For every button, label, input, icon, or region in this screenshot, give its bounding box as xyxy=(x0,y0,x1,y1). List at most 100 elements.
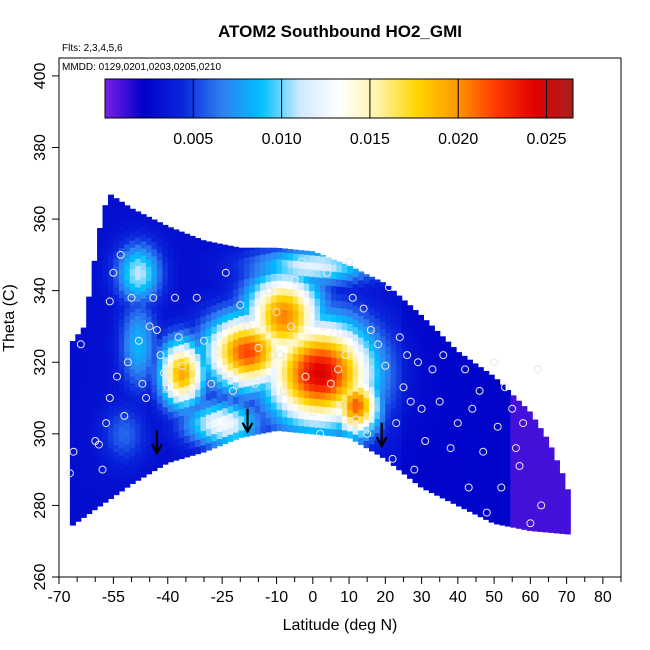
heatmap-cell xyxy=(287,395,294,404)
colorbar-segment xyxy=(505,79,510,118)
heatmap-cell xyxy=(325,399,332,408)
heatmap-cell xyxy=(341,415,348,424)
heatmap-cell xyxy=(107,290,114,299)
heatmap-cell xyxy=(124,351,131,359)
heatmap-cell xyxy=(118,476,125,485)
heatmap-cell xyxy=(113,258,120,267)
heatmap-cell xyxy=(347,323,354,332)
heatmap-cell xyxy=(113,430,120,438)
heatmap-cell xyxy=(347,287,354,296)
observation-point xyxy=(461,365,470,374)
heatmap-cell xyxy=(222,357,229,366)
heatmap-cell xyxy=(216,402,223,411)
heatmap-cell xyxy=(254,276,261,285)
heatmap-cell xyxy=(265,331,272,340)
heatmap-cell xyxy=(140,255,147,263)
heatmap-cell xyxy=(184,306,191,315)
observation-point xyxy=(511,444,520,453)
heatmap-cell xyxy=(325,356,332,365)
heatmap-cell xyxy=(434,351,441,360)
heatmap-cell xyxy=(156,295,163,304)
heatmap-cell xyxy=(129,275,136,284)
heatmap-cell xyxy=(151,377,158,386)
heatmap-cell xyxy=(309,362,316,370)
heatmap-cell xyxy=(124,365,131,374)
heatmap-cell xyxy=(423,425,430,434)
colorbar-segment xyxy=(479,79,483,118)
heatmap-cell xyxy=(254,369,261,378)
heatmap-cell xyxy=(298,268,305,276)
heatmap-cell xyxy=(314,369,321,378)
heatmap-cell xyxy=(184,292,191,300)
heatmap-cell xyxy=(113,208,120,216)
heatmap-cell xyxy=(526,458,533,467)
heatmap-cell xyxy=(358,422,365,431)
heatmap-cell xyxy=(102,473,109,482)
heatmap-cell xyxy=(303,354,310,363)
heatmap-cell xyxy=(243,400,250,409)
heatmap-cell xyxy=(216,331,223,339)
heatmap-cell xyxy=(456,369,463,378)
heatmap-cell xyxy=(292,310,299,319)
observation-point xyxy=(359,304,368,313)
heatmap-cell xyxy=(178,379,185,388)
heatmap-cell xyxy=(543,488,550,497)
heatmap-cell xyxy=(113,408,120,417)
heatmap-cell xyxy=(358,401,365,410)
colorbar-segment xyxy=(286,79,290,118)
heatmap-cell xyxy=(434,480,441,489)
heatmap-cell xyxy=(325,327,332,336)
heatmap-cell xyxy=(466,482,473,491)
heatmap-cell xyxy=(97,240,104,249)
colorbar-segment xyxy=(385,79,390,118)
observation-point xyxy=(428,365,437,374)
heatmap-cell xyxy=(292,346,299,354)
heatmap-cell xyxy=(233,288,240,297)
observation-point xyxy=(515,462,524,470)
heatmap-cell xyxy=(80,359,87,368)
heatmap-cell xyxy=(178,236,185,245)
heatmap-cell xyxy=(254,391,261,399)
heatmap-cell xyxy=(428,456,435,465)
colorbar-segment xyxy=(233,79,238,118)
heatmap-cell xyxy=(303,268,310,277)
heatmap-cell xyxy=(124,372,131,381)
heatmap-cell xyxy=(532,495,539,503)
heatmap-cell xyxy=(189,390,196,399)
observation-point xyxy=(468,404,477,413)
heatmap-cell xyxy=(434,430,441,439)
heatmap-cell xyxy=(271,352,278,360)
heatmap-cell xyxy=(75,392,82,401)
heatmap-cell xyxy=(456,398,463,407)
heatmap-cell xyxy=(428,420,435,429)
heatmap-cell xyxy=(428,349,435,358)
heatmap-cell xyxy=(445,414,452,423)
heatmap-cell xyxy=(146,287,153,296)
observation-point xyxy=(174,333,183,342)
heatmap-cell xyxy=(358,372,365,381)
colorbar-segment xyxy=(450,79,454,118)
heatmap-cell xyxy=(167,261,174,269)
heatmap-cell xyxy=(173,281,180,289)
heatmap-cell xyxy=(146,387,153,396)
heatmap-cell xyxy=(205,342,212,351)
heatmap-cell xyxy=(526,430,533,438)
heatmap-cell xyxy=(548,460,555,469)
heatmap-cell xyxy=(504,468,512,477)
heatmap-cell xyxy=(135,444,142,453)
heatmap-cell xyxy=(151,463,158,472)
heatmap-cell xyxy=(537,524,544,532)
heatmap-cell xyxy=(124,458,131,467)
heatmap-cell xyxy=(184,399,191,408)
heatmap-cell xyxy=(227,355,234,364)
heatmap-cell xyxy=(151,363,158,371)
heatmap-cell xyxy=(113,444,120,453)
heatmap-cell xyxy=(553,504,560,512)
y-tick-label: 320 xyxy=(32,349,49,376)
heatmap-cell xyxy=(75,442,82,451)
colorbar-segment xyxy=(178,79,182,118)
heatmap-cell xyxy=(135,315,142,324)
heatmap-cell xyxy=(227,255,234,263)
heatmap-cell xyxy=(472,399,479,408)
heatmap-cell xyxy=(107,448,114,456)
